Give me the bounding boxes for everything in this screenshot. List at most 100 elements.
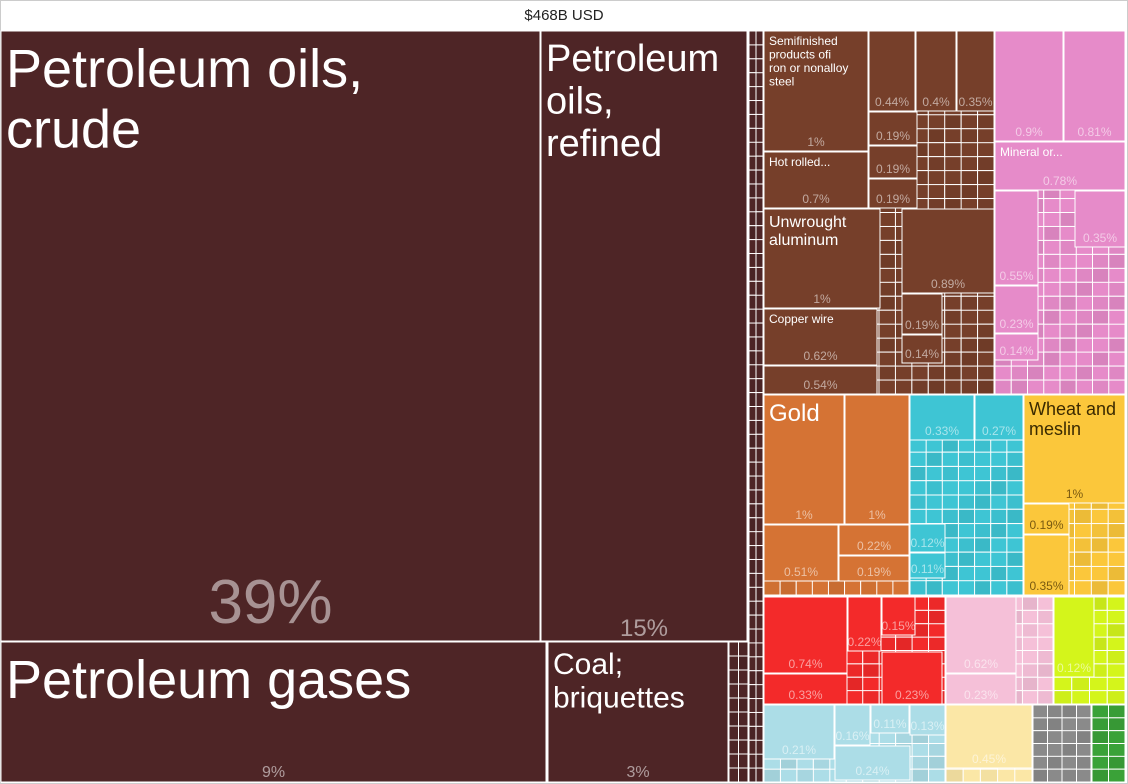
- small-tile: [748, 711, 757, 727]
- small-tile: [974, 480, 992, 496]
- tile-precious-metals: [838, 524, 910, 556]
- small-tile: [1108, 337, 1126, 353]
- small-tile: [1059, 379, 1077, 395]
- tile-metals: [868, 178, 918, 209]
- small-tile: [738, 697, 749, 713]
- small-tile: [1075, 379, 1093, 395]
- small-tile: [763, 768, 781, 783]
- small-tile: [1059, 225, 1077, 241]
- small-tile: [1075, 323, 1093, 339]
- small-tile: [957, 494, 976, 510]
- small-tile: [827, 580, 846, 596]
- small-tile: [755, 30, 764, 46]
- small-tile: [779, 768, 798, 783]
- tile-metals: [763, 30, 869, 152]
- tile-value: 0.89%: [931, 277, 965, 291]
- small-tile: [748, 183, 757, 199]
- small-tile: [755, 100, 764, 115]
- small-tile: [878, 337, 896, 353]
- small-tile: [960, 170, 979, 186]
- small-tile: [1108, 730, 1126, 745]
- small-tile: [755, 503, 764, 519]
- small-tile: [1059, 212, 1077, 227]
- small-tile: [878, 636, 897, 651]
- tile-chemicals: [1063, 30, 1126, 142]
- small-tile: [977, 323, 995, 339]
- small-tile: [928, 768, 946, 783]
- small-tile: [1037, 609, 1054, 625]
- small-tile: [928, 596, 946, 611]
- small-tile: [860, 580, 878, 596]
- small-tile: [977, 379, 995, 395]
- small-tile: [1092, 351, 1110, 367]
- small-tile: [1107, 580, 1126, 596]
- tile-value: 0.81%: [1077, 125, 1111, 139]
- small-tile: [755, 753, 764, 769]
- small-tile: [944, 128, 962, 144]
- small-tile: [755, 197, 764, 213]
- small-tile: [1075, 253, 1093, 269]
- small-tile: [1061, 717, 1077, 732]
- small-tile: [1027, 379, 1045, 395]
- tile-value: 0.16%: [835, 729, 869, 743]
- small-tile: [927, 156, 946, 172]
- small-tile: [845, 663, 864, 678]
- small-tile: [878, 351, 896, 367]
- small-tile: [755, 600, 764, 616]
- small-tile: [1090, 537, 1109, 553]
- small-tile: [1106, 676, 1126, 692]
- small-tile: [1047, 768, 1063, 783]
- tile-value: 0.23%: [895, 688, 929, 702]
- small-tile: [1037, 663, 1054, 678]
- small-tile: [960, 295, 979, 311]
- small-tile: [990, 523, 1008, 539]
- small-tile: [927, 379, 946, 395]
- tile-label: Petroleum oils,: [6, 39, 363, 99]
- tile-value: 9%: [262, 764, 285, 781]
- small-tile: [728, 725, 739, 741]
- tile-value: 0.21%: [782, 743, 816, 757]
- small-tile: [1108, 309, 1126, 325]
- tile-value: 0.51%: [784, 565, 818, 579]
- small-tile: [1047, 730, 1063, 745]
- small-tile: [1076, 730, 1092, 745]
- tile-plastics-rubbers: [945, 596, 1017, 674]
- small-tile: [1075, 267, 1093, 283]
- small-tile: [1092, 309, 1110, 325]
- small-tile: [925, 451, 943, 467]
- small-tile: [1037, 650, 1054, 665]
- tile-value: 0.27%: [982, 424, 1016, 438]
- tile-label: meslin: [1029, 419, 1081, 439]
- small-tile: [911, 755, 930, 770]
- tile-machines: [909, 552, 946, 579]
- small-tile: [738, 753, 749, 769]
- small-tile: [994, 379, 1012, 395]
- tile-label: ron or nonalloy: [769, 61, 848, 75]
- small-tile: [748, 684, 757, 700]
- small-tile: [957, 480, 976, 496]
- tile-label: steel: [769, 74, 794, 88]
- small-tile: [728, 711, 739, 727]
- small-tile: [941, 451, 959, 467]
- small-tile: [755, 225, 764, 241]
- small-tile: [1043, 337, 1061, 353]
- small-tile: [748, 406, 757, 421]
- tile-value: 0.19%: [1029, 518, 1063, 532]
- small-tile: [1075, 365, 1093, 381]
- small-tile: [748, 461, 757, 477]
- small-tile: [755, 364, 764, 380]
- small-tile: [909, 494, 927, 510]
- small-tile: [862, 663, 880, 678]
- small-tile: [755, 266, 764, 282]
- small-tile: [957, 551, 976, 567]
- small-tile: [728, 655, 739, 671]
- tile-transportation: [881, 596, 916, 636]
- small-tile: [755, 656, 764, 672]
- tile-transportation: [847, 596, 882, 652]
- small-tile: [748, 656, 757, 672]
- small-tile: [925, 465, 943, 482]
- tile-metals: [956, 30, 995, 112]
- tile-value: 0.7%: [802, 192, 830, 206]
- small-tile: [748, 169, 757, 185]
